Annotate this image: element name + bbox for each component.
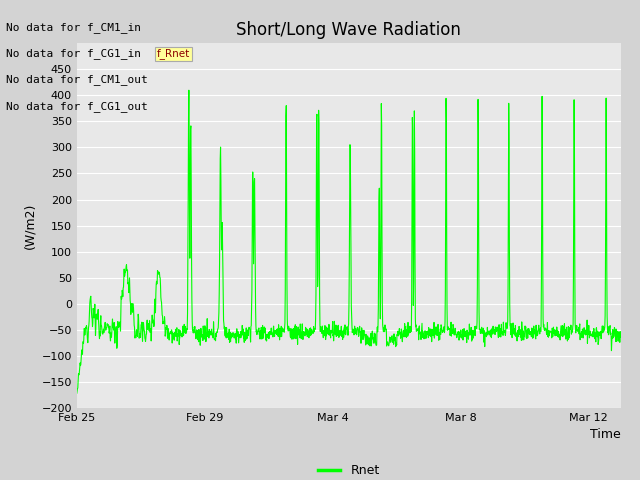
Text: No data for f_CM1_in: No data for f_CM1_in <box>6 22 141 33</box>
Text: No data for f_CG1_out: No data for f_CG1_out <box>6 101 148 112</box>
Text: f_Rnet: f_Rnet <box>157 48 190 60</box>
Legend: Rnet: Rnet <box>313 459 385 480</box>
Text: No data for f_CM1_out: No data for f_CM1_out <box>6 74 148 85</box>
Y-axis label: (W/m2): (W/m2) <box>23 203 36 249</box>
X-axis label: Time: Time <box>590 429 621 442</box>
Title: Short/Long Wave Radiation: Short/Long Wave Radiation <box>236 21 461 39</box>
Text: No data for f_CG1_in: No data for f_CG1_in <box>6 48 141 59</box>
